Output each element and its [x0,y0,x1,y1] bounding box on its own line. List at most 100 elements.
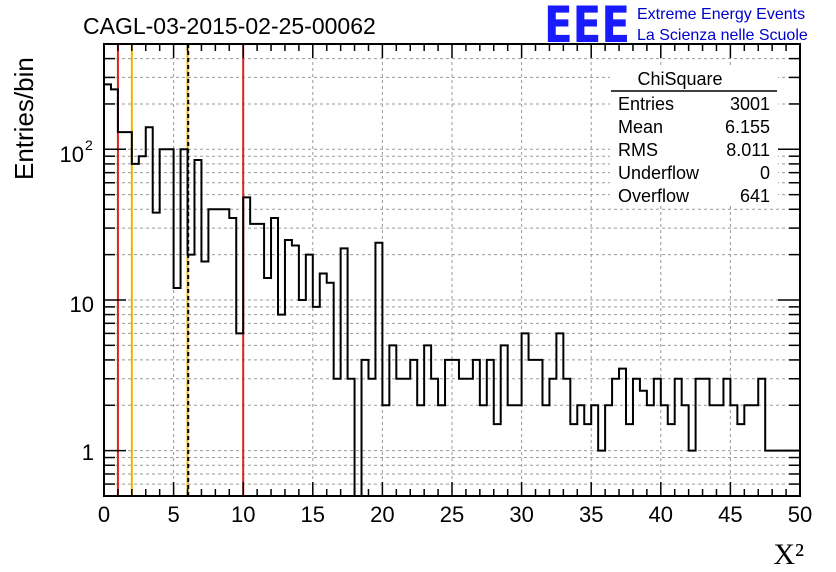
histogram-bin [772,451,779,496]
histogram-bin [132,164,139,496]
histogram [104,83,800,497]
histogram-bin [271,218,278,496]
histogram-bin [229,218,236,496]
histogram-bin [716,405,723,496]
stats-label-rms: RMS [618,140,658,160]
histogram-bin [556,333,563,496]
histogram-bin [139,156,146,496]
histogram-bin [306,255,313,496]
axis-ticks [103,43,801,497]
histogram-bin [222,209,229,496]
histogram-bin [125,132,132,496]
histogram-bin [675,379,682,496]
histogram-bin [153,213,160,496]
histogram-bin [570,424,577,496]
histogram-bin [403,379,410,496]
histogram-bin [779,451,786,496]
histogram-bin [703,379,710,496]
histogram-bin [188,255,195,496]
y-tick-label-100-base: 10 [60,142,84,167]
histogram-bin [375,243,382,496]
histogram-bin [459,379,466,496]
histogram-bin [598,451,605,496]
logo-mark: EEE [544,0,630,54]
histogram-bin [487,360,494,496]
x-tick-labels: 0 5 10 15 20 25 30 35 40 45 50 [98,502,812,527]
histogram-bin [480,405,487,496]
histogram-bin [626,424,633,496]
histogram-bin [730,405,737,496]
eee-logo: EEE Extreme Energy Events La Scienza nel… [544,0,808,54]
histogram-bin [536,360,543,496]
histogram-bin [146,127,153,496]
histogram-bin [494,424,501,496]
x-tick-label: 25 [440,502,464,527]
histogram-bin [661,405,668,496]
histogram-bin [508,405,515,496]
histogram-bin [633,379,640,496]
histogram-bin [640,391,647,496]
x-tick-label: 15 [301,502,325,527]
histogram-bin [118,132,125,496]
histogram-bin [348,379,355,496]
stats-value-mean: 6.155 [725,117,770,137]
x-tick-label: 30 [509,502,533,527]
stats-value-rms: 8.011 [726,140,770,160]
histogram-bin [389,345,396,496]
stats-label-entries: Entries [618,94,674,114]
histogram-bin [744,405,751,496]
x-tick-label: 35 [579,502,603,527]
histogram-bin [710,405,717,496]
histogram-series [104,83,800,497]
y-tick-label-100-exponent: 2 [85,137,93,153]
x-tick-label: 0 [98,502,110,527]
histogram-bin [563,379,570,496]
histogram-bin [341,248,348,496]
histogram-bin [181,149,188,496]
histogram-bin [257,224,264,496]
histogram-bin [605,405,612,496]
histogram-bin [501,345,508,496]
grid [104,44,800,496]
stats-label-mean: Mean [618,117,663,137]
histogram-bin [647,405,654,496]
histogram-bin [167,149,174,496]
histogram-bin [584,424,591,496]
histogram-bin [362,360,369,496]
x-axis-label: X² [773,538,804,571]
histogram-bin [278,315,285,496]
histogram-bin [111,89,118,496]
y-tick-label-1: 1 [82,440,94,465]
histogram-bin [320,273,327,496]
histogram-bin [285,240,292,496]
stats-box: ChiSquare Entries 3001 Mean 6.155 RMS 8.… [610,66,778,206]
histogram-bin [542,405,549,496]
histogram-bin [612,379,619,496]
stats-value-entries: 3001 [730,94,770,114]
histogram-bin [689,451,696,496]
histogram-bin [313,307,320,496]
histogram-bin [396,379,403,496]
histogram-bin [668,424,675,496]
y-tick-labels: 1 10 10 2 [60,137,94,465]
histogram-bin [737,424,744,496]
histogram-bin [549,379,556,496]
histogram-bin [445,360,452,496]
histogram-bin [431,379,438,496]
histogram-bin [104,84,111,496]
x-tick-label: 45 [718,502,742,527]
y-tick-label-10: 10 [70,292,94,317]
histogram-bin [215,209,222,496]
histogram-bin [682,405,689,496]
histogram-bin [438,405,445,496]
stats-title: ChiSquare [637,69,722,89]
histogram-bin [723,379,730,496]
histogram-bin [473,360,480,496]
histogram-bin [765,451,772,496]
histogram-bin [417,405,424,496]
x-tick-label: 50 [788,502,812,527]
histogram-bin [696,379,703,496]
histogram-bin [250,224,257,496]
x-tick-label: 20 [370,502,394,527]
chart-title: CAGL-03-2015-02-25-00062 [83,13,376,39]
